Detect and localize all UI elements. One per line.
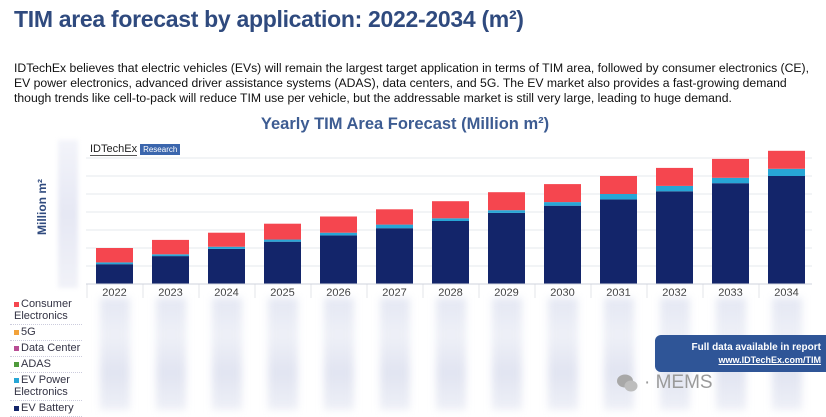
x-tick-label: 2023: [158, 287, 182, 299]
bar-ev-power-electronics-2023: [152, 254, 189, 257]
x-tick-label: 2022: [102, 287, 126, 299]
bar-ev-battery-2026: [320, 235, 357, 284]
bar-consumer-electronics-2029: [488, 192, 525, 211]
legend-label: 5G: [21, 326, 36, 338]
table-column-blurred: [492, 298, 522, 410]
bar-ev-power-electronics-2030: [544, 202, 581, 206]
table-column-blurred: [212, 298, 242, 410]
legend-item: Consumer Electronics: [10, 297, 82, 325]
bar-consumer-electronics-2031: [600, 176, 637, 194]
bar-ev-battery-2027: [376, 228, 413, 284]
bar-ev-power-electronics-2027: [376, 224, 413, 229]
bar-ev-battery-2034: [768, 176, 805, 284]
bar-consumer-electronics-2023: [152, 239, 189, 255]
bar-ev-battery-2032: [656, 191, 693, 284]
x-tick-label: 2028: [438, 287, 462, 299]
table-column-blurred: [380, 298, 410, 410]
x-tick-label: 2034: [774, 287, 798, 299]
bar-ev-battery-2031: [600, 199, 637, 284]
legend: Consumer Electronics 5G Data Center ADAS EV …: [10, 297, 82, 417]
page-title: TIM area forecast by application: 2022-2…: [14, 6, 524, 32]
bar-ev-power-electronics-2025: [264, 239, 301, 242]
bar-ev-power-electronics-2029: [488, 210, 525, 213]
x-tick-label: 2026: [326, 287, 350, 299]
x-tick-label: 2025: [270, 287, 294, 299]
bar-ev-battery-2024: [208, 248, 245, 284]
bar-consumer-electronics-2025: [264, 223, 301, 240]
legend-item: EV Battery: [10, 401, 82, 417]
legend-label: EV Power Electronics: [14, 374, 70, 398]
legend-label: Data Center: [21, 342, 81, 354]
logo-tag: Research: [140, 144, 181, 155]
report-text: Full data available in report: [691, 342, 821, 353]
bar-ev-power-electronics-2024: [208, 246, 245, 249]
bar-ev-battery-2028: [432, 221, 469, 284]
bar-ev-battery-2022: [96, 264, 133, 284]
legend-swatch: [14, 377, 19, 383]
bar-ev-battery-2033: [712, 183, 749, 284]
bar-ev-power-electronics-2032: [656, 185, 693, 192]
wechat-icon: [617, 374, 638, 392]
table-column-blurred: [548, 298, 578, 410]
report-box: Full data available in report www.IDTech…: [655, 335, 826, 372]
x-tick-label: 2031: [606, 287, 630, 299]
table-column-blurred: [604, 298, 634, 410]
bar-ev-power-electronics-2031: [600, 194, 637, 200]
idtechex-logo: IDTechEx Research: [90, 143, 181, 156]
bar-ev-battery-2025: [264, 241, 301, 284]
bar-consumer-electronics-2034: [768, 150, 805, 169]
watermark: · MEMS: [616, 372, 713, 394]
x-tick-label: 2030: [550, 287, 574, 299]
legend-swatch: [14, 361, 19, 367]
chart-title: Yearly TIM Area Forecast (Million m²): [260, 115, 550, 133]
legend-label: Consumer Electronics: [14, 298, 72, 322]
legend-swatch: [14, 301, 19, 307]
table-column-blurred: [436, 298, 466, 410]
legend-swatch: [14, 345, 19, 351]
bar-consumer-electronics-2024: [208, 232, 245, 247]
description: IDTechEx believes that electric vehicles…: [14, 61, 809, 105]
logo-name: IDTechEx: [90, 143, 138, 156]
x-tick-label: 2033: [718, 287, 742, 299]
legend-item: Data Center: [10, 341, 82, 357]
bar-ev-power-electronics-2022: [96, 262, 133, 265]
watermark-text: · MEMS: [644, 372, 713, 393]
bar-consumer-electronics-2032: [656, 167, 693, 186]
bar-consumer-electronics-2027: [376, 209, 413, 225]
table-column-blurred: [324, 298, 354, 410]
bar-consumer-electronics-2030: [544, 184, 581, 203]
chart: 2022 2023 2024 2025 2026 2027 2028 2029 2030 2031…: [86, 150, 812, 299]
legend-label: EV Battery: [21, 402, 74, 414]
bar-ev-battery-2023: [152, 256, 189, 284]
x-tick-label: 2029: [494, 287, 518, 299]
bar-ev-power-electronics-2028: [432, 218, 469, 221]
legend-item: 5G: [10, 325, 82, 341]
y-axis-ticks-blurred: [58, 140, 78, 288]
bar-ev-battery-2030: [544, 205, 581, 284]
report-link[interactable]: www.IDTechEx.com/TIM: [718, 355, 821, 365]
bar-ev-power-electronics-2033: [712, 177, 749, 184]
bar-ev-power-electronics-2034: [768, 168, 805, 176]
x-tick-label: 2032: [662, 287, 686, 299]
table-column-blurred: [100, 298, 130, 410]
x-tick-label: 2024: [214, 287, 238, 299]
x-tick-label: 2027: [382, 287, 406, 299]
bar-ev-power-electronics-2026: [320, 232, 357, 236]
legend-swatch: [14, 405, 19, 411]
legend-item: EV Power Electronics: [10, 373, 82, 401]
table-column-blurred: [268, 298, 298, 410]
legend-item: ADAS: [10, 357, 82, 373]
legend-swatch: [14, 329, 19, 335]
bar-consumer-electronics-2026: [320, 216, 357, 233]
bar-ev-battery-2029: [488, 212, 525, 284]
table-column-blurred: [156, 298, 186, 410]
bar-consumer-electronics-2033: [712, 158, 749, 178]
bar-consumer-electronics-2028: [432, 201, 469, 219]
bar-consumer-electronics-2022: [96, 248, 133, 263]
legend-label: ADAS: [21, 358, 51, 370]
